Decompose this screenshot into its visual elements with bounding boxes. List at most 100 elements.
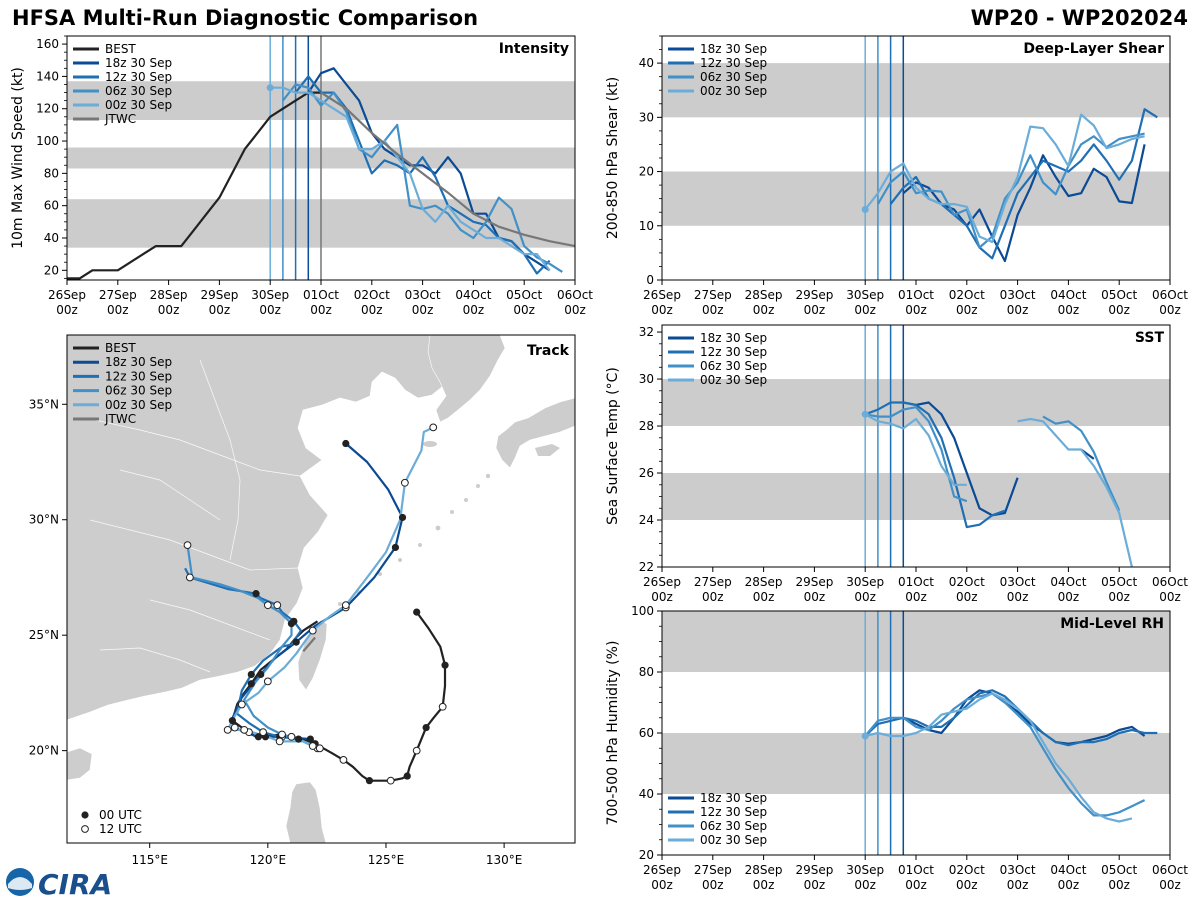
track-legend-label-best: BEST — [105, 341, 136, 355]
track-point-00utc — [294, 735, 303, 743]
intensity-xtick-day: 01Oct — [303, 288, 339, 302]
rh-xtick-hour: 00z — [702, 878, 724, 892]
land-shikoku — [535, 444, 560, 456]
sst-series-00z-30-sep — [864, 413, 967, 486]
shear-xtick-hour: 00z — [905, 303, 927, 317]
sst-xtick-day: 29Sep — [795, 575, 833, 589]
sst-xtick-label: 03Oct 00z — [1000, 575, 1036, 604]
shear-xtick-hour: 00z — [651, 303, 673, 317]
track-point-12utc — [308, 742, 317, 750]
track-legend-label-18z-30-sep: 18z 30 Sep — [105, 355, 172, 369]
rh-legend-label-12z-30-sep: 12z 30 Sep — [700, 805, 767, 819]
rh-xtick-label: 30Sep 00z — [846, 863, 884, 892]
shear-shaded-band — [662, 63, 1170, 118]
intensity-xtick-hour: 00z — [209, 303, 231, 317]
shear-xtick-day: 28Sep — [745, 288, 783, 302]
sst-xtick-hour: 00z — [804, 590, 826, 604]
shear-xtick-label: 04Oct 00z — [1050, 288, 1086, 317]
intensity-xtick-label: 26Sep 00z — [48, 288, 86, 317]
rh-shaded-band — [662, 611, 1170, 672]
track-panel: 115°E 120°E 125°E 130°E 20°N 25°N 30°N 35°N Trac… — [29, 334, 576, 867]
shear-xtick-label: 28Sep 00z — [745, 288, 783, 317]
ryukyu-islands — [338, 473, 491, 606]
sst-xtick-hour: 00z — [854, 590, 876, 604]
rh-legend-label-00z-30-sep: 00z 30 Sep — [700, 833, 767, 847]
sst-shaded-band — [662, 473, 1170, 521]
rh-xtick-label: 06Oct 00z — [1152, 863, 1188, 892]
rh-series-12z-30-sep — [864, 689, 1158, 747]
shear-ytick-label: 20 — [639, 165, 654, 179]
sst-xtick-hour: 00z — [651, 590, 673, 604]
track-point-00utc — [252, 590, 260, 598]
intensity-xtick-label: 29Sep 00z — [200, 288, 238, 317]
sst-start-point — [861, 410, 869, 418]
shear-series-group — [861, 108, 1158, 263]
intensity-ytick-label: 140 — [36, 69, 59, 83]
track-point-12utc — [273, 601, 282, 610]
shear-ytick-label: 40 — [639, 56, 654, 70]
track-point-00utc — [413, 608, 421, 616]
shear-legend-label-06z-30-sep: 06z 30 Sep — [700, 70, 767, 84]
track-point-00utc — [257, 670, 265, 679]
intensity-xtick-label: 05Oct 00z — [506, 288, 542, 317]
rh-ylabel: 700-500 hPa Humidity (%) — [605, 641, 621, 826]
noaa-seal-wave — [8, 877, 32, 890]
storm-id: WP20 - WP202024 — [970, 6, 1188, 30]
sst-xtick-hour: 00z — [753, 590, 775, 604]
sst-xtick-day: 06Oct — [1152, 575, 1188, 589]
track-point-12utc — [429, 423, 438, 432]
shear-legend-label-00z-30-sep: 00z 30 Sep — [700, 84, 767, 98]
shear-xtick-day: 06Oct — [1152, 288, 1188, 302]
rh-xtick-label: 05Oct 00z — [1101, 863, 1137, 892]
intensity-legend-label-jtwc: JTWC — [104, 112, 136, 126]
rh-xtick-hour: 00z — [1108, 878, 1130, 892]
rh-panel-title: Mid-Level RH — [1060, 616, 1164, 632]
rh-xtick-hour: 00z — [905, 878, 927, 892]
intensity-xtick-hour: 00z — [463, 303, 485, 317]
rh-xtick-label: 26Sep 00z — [643, 863, 681, 892]
rh-xtick-hour: 00z — [1058, 878, 1080, 892]
rh-xtick-label: 04Oct 00z — [1050, 863, 1086, 892]
sst-xtick-label: 05Oct 00z — [1101, 575, 1137, 604]
intensity-xtick-day: 26Sep — [48, 288, 86, 302]
intensity-series-best — [67, 91, 321, 280]
track-panel-title: Track — [527, 343, 570, 359]
shear-xtick-hour: 00z — [854, 303, 876, 317]
track-point-00utc — [398, 513, 407, 522]
intensity-panel-title: Intensity — [499, 41, 569, 57]
track-point-00utc — [306, 735, 314, 743]
track-line-00z-30-sep — [226, 426, 434, 750]
intensity-xtick-day: 27Sep — [99, 288, 137, 302]
rh-ytick-label: 40 — [639, 787, 654, 801]
track-point-00utc — [422, 723, 430, 732]
track-point-00utc — [287, 620, 296, 628]
intensity-xtick-label: 03Oct 00z — [405, 288, 441, 317]
track-ytick-label: 35°N — [29, 397, 59, 411]
shear-xtick-day: 29Sep — [795, 288, 833, 302]
intensity-legend-label-18z-30-sep: 18z 30 Sep — [105, 56, 172, 70]
intensity-xtick-label: 04Oct 00z — [455, 288, 491, 317]
shear-xtick-hour: 00z — [804, 303, 826, 317]
track-point-12utc — [259, 728, 268, 737]
intensity-xtick-hour: 00z — [56, 303, 78, 317]
sst-xtick-day: 28Sep — [745, 575, 783, 589]
intensity-xtick-day: 29Sep — [200, 288, 238, 302]
intensity-ytick-label: 20 — [44, 263, 59, 277]
sst-xtick-hour: 00z — [702, 590, 724, 604]
rh-xtick-day: 02Oct — [949, 863, 985, 877]
sst-series-12z-30-sep — [864, 401, 1006, 529]
sst-xtick-label: 06Oct 00z — [1152, 575, 1188, 604]
marker-legend-12utc-label: 12 UTC — [99, 822, 142, 836]
intensity-series-00z-30-sep — [270, 86, 551, 271]
shear-xtick-hour: 00z — [702, 303, 724, 317]
shear-xtick-label: 05Oct 00z — [1101, 288, 1137, 317]
rh-ytick-label: 100 — [631, 604, 654, 618]
marker-legend-00utc-label: 00 UTC — [99, 808, 142, 822]
intensity-legend-label-06z-30-sep: 06z 30 Sep — [105, 84, 172, 98]
shear-xtick-label: 03Oct 00z — [1000, 288, 1036, 317]
shear-ytick-label: 10 — [639, 219, 654, 233]
track-point-12utc — [287, 732, 296, 741]
shear-xtick-label: 26Sep 00z — [643, 288, 681, 317]
